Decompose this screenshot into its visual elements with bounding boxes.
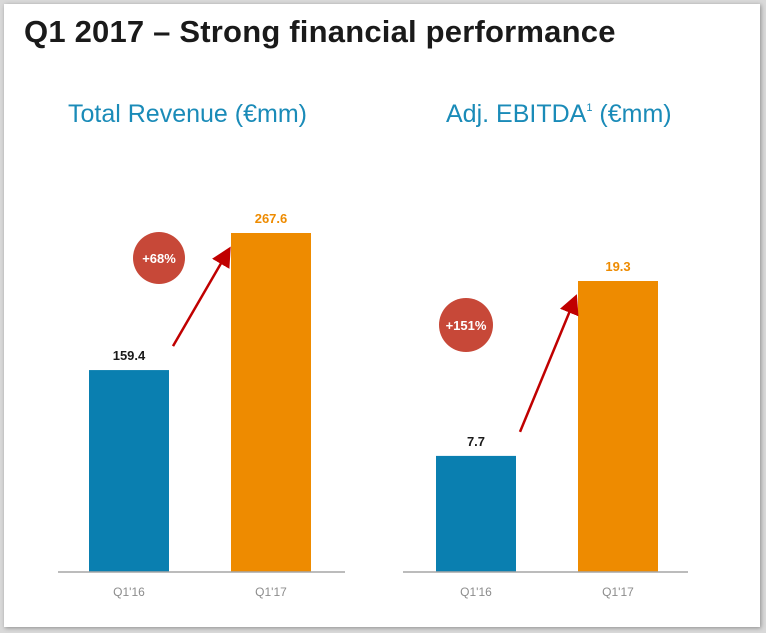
- revenue-value-label-0: 159.4: [113, 348, 146, 363]
- ebitda-bar-0: [436, 455, 516, 572]
- revenue-value-label-1: 267.6: [255, 211, 288, 226]
- revenue-growth-badge: [133, 232, 185, 284]
- revenue-bar-0: [89, 370, 169, 572]
- revenue-chart-title: Total Revenue (€mm): [68, 100, 307, 128]
- revenue-tick-label-0: Q1'16: [113, 585, 145, 599]
- ebitda-growth-arrow: [518, 294, 579, 433]
- ebitda-tick-label-1: Q1'17: [602, 585, 634, 599]
- revenue-bar-1: [231, 233, 311, 572]
- page-title: Q1 2017 – Strong financial performance: [24, 14, 616, 49]
- revenue-tick-label-1: Q1'17: [255, 585, 287, 599]
- ebitda-bar-1: [578, 281, 658, 572]
- ebitda-title-footnote: 1: [586, 101, 593, 114]
- revenue-growth-arrow: [171, 246, 231, 347]
- ebitda-tick-label-0: Q1'16: [460, 585, 492, 599]
- ebitda-chart-title: Adj. EBITDA1 (€mm): [446, 100, 672, 129]
- ebitda-growth-badge: [439, 298, 493, 352]
- ebitda-value-label-0: 7.7: [467, 434, 485, 449]
- ebitda-value-label-1: 19.3: [605, 259, 630, 274]
- ebitda-growth-label: +151%: [446, 318, 487, 333]
- ebitda-title-unit: (€mm): [599, 100, 672, 128]
- revenue-growth-label: +68%: [142, 251, 176, 266]
- ebitda-title-main: Adj. EBITDA: [446, 100, 587, 128]
